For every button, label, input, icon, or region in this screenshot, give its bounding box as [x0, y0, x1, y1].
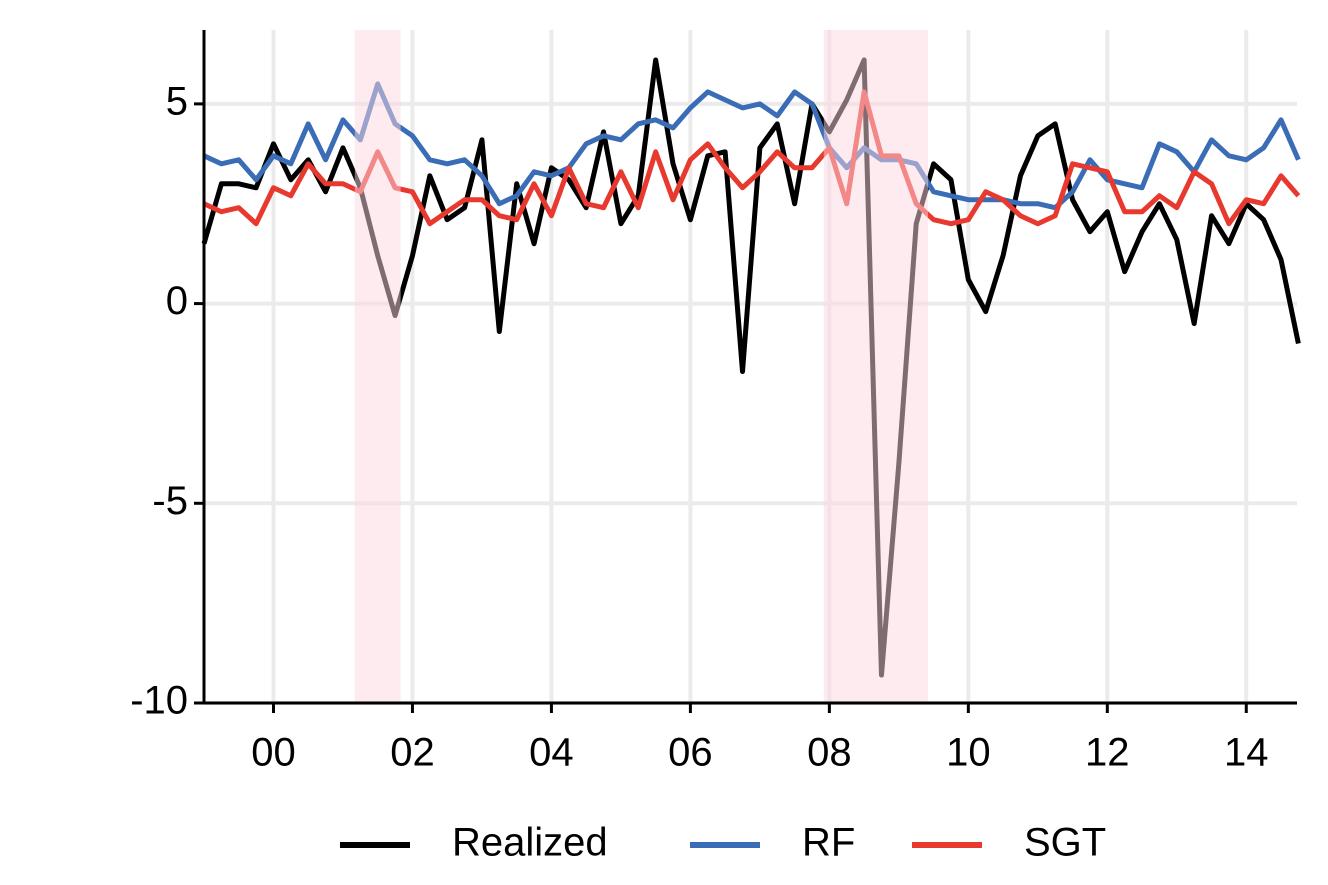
y-tick-label: -5 [152, 479, 188, 523]
x-tick-label: 02 [390, 731, 435, 775]
legend-label: RF [802, 821, 855, 865]
y-tick-label: -10 [130, 679, 188, 723]
legend-label: Realized [452, 821, 608, 865]
x-tick-label: 06 [668, 731, 713, 775]
x-tick-label: 08 [807, 731, 852, 775]
recession-shade [823, 30, 929, 703]
y-tick-label: 5 [166, 79, 188, 123]
x-tick-label: 04 [529, 731, 574, 775]
x-tick-label: 10 [946, 731, 991, 775]
recession-shade [354, 30, 401, 703]
legend-label: SGT [1024, 821, 1106, 865]
x-tick-label: 00 [251, 731, 296, 775]
x-tick-label: 14 [1224, 731, 1269, 775]
y-tick-label: 0 [166, 279, 188, 323]
x-tick-label: 12 [1085, 731, 1130, 775]
